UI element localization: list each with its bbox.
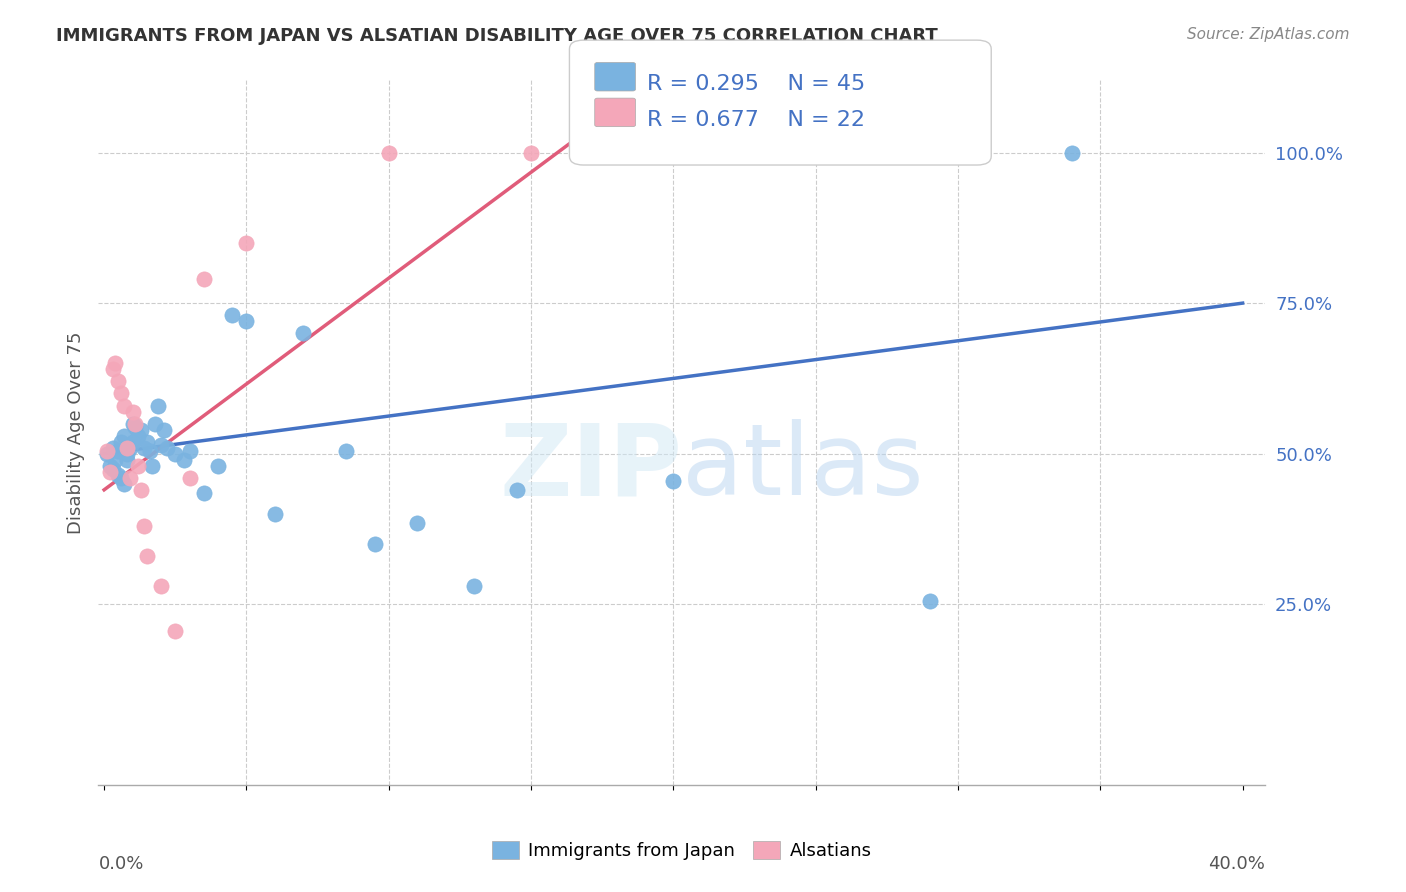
- Point: [132, 441, 155, 455]
- Point: [132, 519, 155, 533]
- Point: [112, 399, 135, 413]
- Point: [96, 447, 118, 461]
- Point: [115, 441, 138, 455]
- Point: [110, 471, 132, 485]
- Point: [1060, 145, 1083, 160]
- Text: R = 0.677    N = 22: R = 0.677 N = 22: [647, 110, 865, 129]
- Point: [101, 441, 124, 455]
- Point: [165, 624, 187, 639]
- Point: [127, 458, 149, 473]
- Text: 0.0%: 0.0%: [98, 855, 143, 873]
- Point: [135, 434, 157, 449]
- Point: [165, 447, 187, 461]
- Point: [173, 452, 195, 467]
- Point: [107, 443, 129, 458]
- Text: 40.0%: 40.0%: [1209, 855, 1265, 873]
- Point: [118, 441, 141, 455]
- Point: [153, 423, 176, 437]
- Point: [121, 417, 143, 431]
- Point: [107, 467, 129, 482]
- Point: [179, 443, 201, 458]
- Text: ZIP: ZIP: [499, 419, 682, 516]
- Text: IMMIGRANTS FROM JAPAN VS ALSATIAN DISABILITY AGE OVER 75 CORRELATION CHART: IMMIGRANTS FROM JAPAN VS ALSATIAN DISABI…: [56, 27, 938, 45]
- Point: [363, 537, 385, 551]
- Point: [377, 145, 399, 160]
- Point: [104, 452, 127, 467]
- Point: [110, 386, 132, 401]
- Point: [143, 417, 166, 431]
- Y-axis label: Disability Age Over 75: Disability Age Over 75: [66, 331, 84, 534]
- Point: [104, 356, 127, 370]
- Legend: Immigrants from Japan, Alsatians: Immigrants from Japan, Alsatians: [485, 834, 879, 868]
- Point: [96, 443, 118, 458]
- Point: [129, 483, 152, 497]
- Point: [98, 458, 121, 473]
- Point: [127, 428, 149, 442]
- Point: [150, 579, 173, 593]
- Text: Source: ZipAtlas.com: Source: ZipAtlas.com: [1187, 27, 1350, 42]
- Point: [150, 438, 173, 452]
- Point: [115, 447, 138, 461]
- Point: [98, 465, 121, 479]
- Text: atlas: atlas: [682, 419, 924, 516]
- Point: [129, 423, 152, 437]
- Point: [235, 314, 257, 328]
- Point: [115, 452, 138, 467]
- Point: [335, 443, 357, 458]
- Point: [138, 443, 160, 458]
- Point: [121, 434, 143, 449]
- Point: [124, 417, 146, 431]
- Point: [506, 483, 529, 497]
- Point: [110, 434, 132, 449]
- Point: [662, 474, 685, 488]
- Point: [221, 308, 243, 322]
- Point: [292, 326, 315, 341]
- Point: [101, 462, 124, 476]
- Point: [520, 145, 543, 160]
- Point: [207, 458, 229, 473]
- Text: R = 0.295    N = 45: R = 0.295 N = 45: [647, 74, 865, 94]
- Point: [107, 375, 129, 389]
- Point: [121, 404, 143, 418]
- Point: [406, 516, 429, 530]
- Point: [235, 235, 257, 250]
- Point: [135, 549, 157, 563]
- Point: [101, 362, 124, 376]
- Point: [141, 458, 163, 473]
- Point: [148, 399, 170, 413]
- Point: [193, 486, 215, 500]
- Point: [918, 594, 941, 608]
- Point: [193, 272, 215, 286]
- Point: [112, 476, 135, 491]
- Point: [463, 579, 485, 593]
- Point: [264, 507, 287, 521]
- Point: [118, 471, 141, 485]
- Point: [156, 441, 179, 455]
- Point: [179, 471, 201, 485]
- Point: [124, 419, 146, 434]
- Point: [112, 428, 135, 442]
